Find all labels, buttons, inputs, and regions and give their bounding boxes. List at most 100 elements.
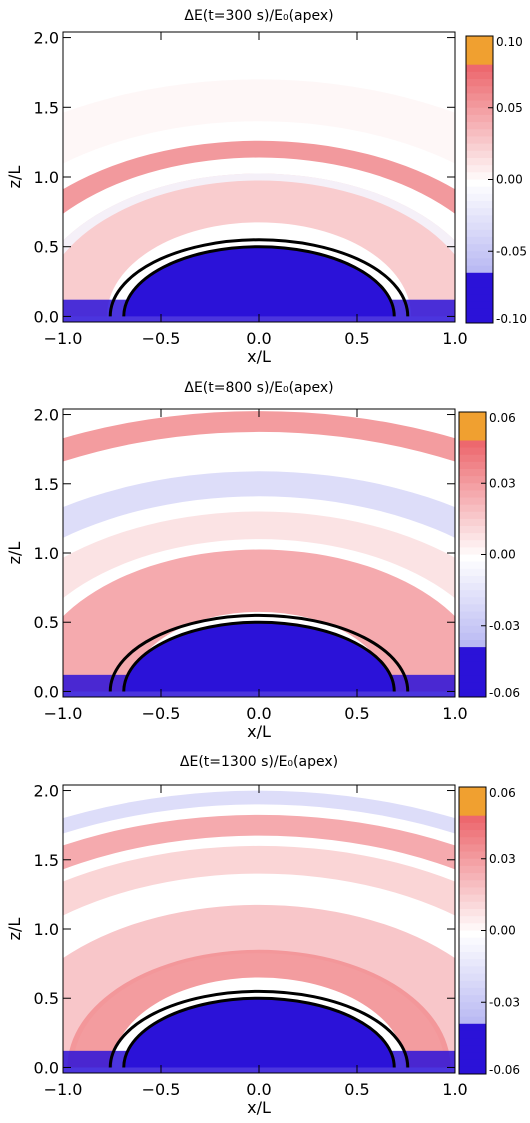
x-tick-label: 0.0 — [246, 1080, 271, 1099]
colorbar-step — [459, 1009, 486, 1018]
x-tick-label: 0.5 — [344, 704, 369, 723]
colorbar-step — [466, 308, 493, 317]
colorbar-step — [466, 301, 493, 310]
colorbar-step — [459, 815, 486, 824]
colorbar-step — [466, 287, 493, 295]
colorbar-step — [459, 597, 486, 605]
colorbar-step — [466, 107, 493, 116]
x-tick-label: 0.5 — [344, 1080, 369, 1099]
colorbar-step — [466, 165, 493, 173]
colorbar-step — [459, 568, 486, 577]
colorbar-step — [466, 143, 493, 152]
colorbar-step — [459, 873, 486, 881]
colorbar-step — [466, 251, 493, 259]
colorbar-step — [459, 1059, 486, 1068]
colorbar-step — [466, 86, 493, 94]
loop-boundary — [108, 613, 410, 692]
heatmap-band — [63, 845, 455, 916]
y-tick-label: 2.0 — [34, 782, 59, 801]
colorbar-step — [466, 150, 493, 159]
colorbar-step — [459, 583, 486, 591]
colorbar-step — [466, 272, 493, 281]
colorbar-step — [459, 526, 486, 534]
heatmap-band — [63, 173, 455, 317]
colorbar-step — [459, 419, 486, 427]
colorbar-tick-label: 0.00 — [496, 173, 523, 187]
y-tick-label: 0.0 — [34, 1058, 59, 1077]
colorbar-tick-label: 0.06 — [489, 786, 516, 800]
heatmap-band — [63, 173, 455, 256]
panel-title: ΔE(t=300 s)/E₀(apex) — [184, 8, 333, 24]
y-tick-label: 2.0 — [34, 406, 59, 425]
colorbar-step — [459, 454, 486, 463]
x-tick-label: −1.0 — [44, 704, 83, 723]
colorbar-step — [466, 136, 493, 145]
colorbar-step — [459, 901, 486, 910]
colorbar-step — [466, 186, 493, 195]
colorbar-step — [459, 952, 486, 960]
panel-title: ΔE(t=1300 s)/E₀(apex) — [180, 754, 338, 770]
colorbar-step — [459, 995, 486, 1003]
colorbar-step — [459, 625, 486, 634]
x-tick-label: 0.0 — [246, 329, 271, 348]
colorbar-tick-label: 0.03 — [489, 852, 516, 866]
colorbar-step — [459, 469, 486, 477]
colorbar-tick-label: 0.05 — [496, 101, 523, 115]
colorbar-step — [459, 959, 486, 967]
colorbar-step — [459, 618, 486, 627]
colorbar-step — [459, 575, 486, 584]
y-tick-label: 1.5 — [34, 851, 59, 870]
colorbar-step — [459, 476, 486, 484]
x-tick-label: −1.0 — [44, 329, 83, 348]
y-tick-label: 0.0 — [34, 307, 59, 326]
colorbar-step — [466, 172, 493, 180]
colorbar-step — [466, 208, 493, 216]
panel-2: ΔE(t=800 s)/E₀(apex) −1.0 −0.5 0.0 0.5 1.0 0.0… — [5, 380, 520, 741]
panel-title: ΔE(t=800 s)/E₀(apex) — [184, 380, 333, 396]
colorbar-step — [459, 490, 486, 498]
colorbar-step — [459, 668, 486, 677]
colorbar-step — [459, 554, 486, 563]
colorbar-tick-label: 0.06 — [489, 411, 516, 425]
colorbar-tick-label: 0.10 — [496, 35, 523, 49]
colorbar-tick-label: 0.00 — [489, 548, 516, 562]
y-axis-title: z/L — [5, 918, 24, 941]
y-tick-label: 1.5 — [34, 98, 59, 117]
x-tick-label: 1.0 — [442, 704, 467, 723]
colorbar-step — [459, 966, 486, 975]
loop-core-region — [123, 998, 395, 1068]
heatmap-band — [63, 814, 455, 870]
loop-core-region — [123, 246, 395, 317]
colorbar-step — [459, 412, 486, 420]
y-tick-label: 0.5 — [34, 238, 59, 257]
heatmap-band — [63, 790, 455, 834]
y-axis-title: z/L — [5, 542, 24, 565]
colorbar-tick-label: -0.05 — [496, 244, 527, 258]
heatmap-band — [63, 411, 455, 462]
colorbar-step — [459, 611, 486, 620]
loop-boundary — [122, 620, 396, 692]
y-tick-label: 0.5 — [34, 613, 59, 632]
colorbar-step — [459, 851, 486, 860]
colorbar-step — [459, 973, 486, 982]
colorbar-step — [466, 229, 493, 238]
y-tick-label: 2.0 — [34, 29, 59, 48]
heatmap-band — [63, 79, 455, 164]
colorbar-step — [459, 944, 486, 953]
colorbar-step — [459, 675, 486, 684]
colorbar-step — [466, 64, 493, 73]
colorbar-step — [459, 916, 486, 924]
colorbar-step — [466, 129, 493, 137]
heatmap-band — [63, 471, 455, 538]
y-tick-label: 1.0 — [34, 920, 59, 939]
colorbar-step — [466, 222, 493, 231]
colorbar-step — [466, 193, 493, 202]
colorbar-step — [459, 547, 486, 555]
colorbar-step — [466, 258, 493, 267]
loop-boundary — [108, 238, 410, 317]
colorbar-step — [459, 865, 486, 874]
colorbar-step — [459, 930, 486, 939]
colorbar-step — [459, 987, 486, 996]
colorbar-step — [466, 294, 493, 302]
colorbar-step — [459, 980, 486, 989]
